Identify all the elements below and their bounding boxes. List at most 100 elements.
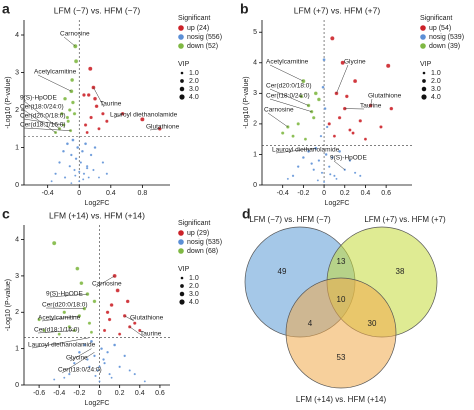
legend-swatch <box>178 230 184 236</box>
point <box>70 153 73 157</box>
annotation-leader <box>23 127 71 131</box>
annotation-leader <box>267 112 289 128</box>
point <box>87 176 90 179</box>
point <box>353 171 357 174</box>
annotation-leader <box>93 87 105 108</box>
legend-label: nosig (535) <box>187 239 222 246</box>
x-tick-label: 0 <box>98 390 102 397</box>
point <box>65 142 69 146</box>
point <box>353 79 358 84</box>
point <box>332 134 336 138</box>
annotation: Acetylcarnitine <box>266 59 309 66</box>
annotation: Lauroyl diethanolamide <box>28 342 96 349</box>
point <box>109 303 114 307</box>
point <box>98 380 101 383</box>
y-axis-label: -Log10 (P-value) <box>243 76 250 128</box>
point <box>74 157 78 161</box>
annotation-leader <box>63 36 76 47</box>
point <box>78 180 81 183</box>
annotation-leader <box>269 98 312 112</box>
y-tick-label: 0 <box>253 182 257 189</box>
point <box>82 178 85 181</box>
point <box>101 161 105 164</box>
point <box>65 115 70 120</box>
point <box>68 164 72 168</box>
point <box>63 96 67 101</box>
point <box>105 172 109 175</box>
point <box>358 119 363 123</box>
point <box>96 369 99 372</box>
x-tick-label: 0.2 <box>115 390 125 397</box>
point <box>92 168 95 172</box>
point <box>83 123 88 127</box>
legend-swatch <box>178 34 184 40</box>
size-legend-label: 4.0 <box>189 299 199 306</box>
y-tick-label: 0 <box>15 382 19 389</box>
x-tick-label: 0 <box>322 190 326 197</box>
point <box>327 165 331 168</box>
annotation: Acetylcarnitine <box>38 315 81 322</box>
point <box>106 350 109 354</box>
point <box>115 288 120 293</box>
x-tick-label: 0.4 <box>135 390 145 397</box>
point <box>63 376 66 379</box>
point <box>60 112 64 116</box>
legend-label: nosig (556) <box>187 34 222 41</box>
point <box>62 149 65 153</box>
annotation: Cer(d18:1/16:0) <box>34 327 80 334</box>
legend-label: nosig (539) <box>429 34 464 41</box>
y-tick-label: 3 <box>253 90 257 97</box>
size-legend-dot <box>422 79 426 83</box>
point <box>67 325 71 329</box>
y-tick-label: 1 <box>253 151 257 158</box>
y-tick-label: 4 <box>15 32 19 39</box>
point <box>91 85 96 90</box>
point <box>324 153 328 156</box>
annotation-leader <box>269 88 309 106</box>
point <box>74 59 79 64</box>
point <box>138 328 142 333</box>
point <box>133 372 136 376</box>
legend-swatch <box>178 43 184 49</box>
point <box>359 174 362 178</box>
x-tick-label: -0.4 <box>42 190 54 197</box>
point <box>80 149 84 153</box>
annotation-leader <box>129 326 145 338</box>
legend-label: down (68) <box>187 248 218 255</box>
point <box>286 177 289 180</box>
legend-title: Significant <box>178 15 210 22</box>
point <box>52 241 57 246</box>
point <box>68 372 71 376</box>
point <box>107 317 112 322</box>
point <box>348 128 352 132</box>
annotation: Glycine <box>66 355 88 362</box>
point <box>323 107 327 111</box>
size-legend-label: 1.0 <box>431 70 441 77</box>
point <box>94 104 99 109</box>
point <box>118 332 122 336</box>
point <box>82 172 86 175</box>
region-count: 49 <box>278 267 287 276</box>
size-legend-dot <box>421 94 427 100</box>
size-legend-label: 4.0 <box>189 94 199 101</box>
annotation: Carnosine <box>60 31 90 38</box>
panel-label: d <box>242 206 251 222</box>
region-count: 4 <box>308 319 313 328</box>
y-axis-label: -Log10 (P-value) <box>5 279 12 331</box>
legend-title: Significant <box>178 220 210 227</box>
point <box>363 137 368 141</box>
point <box>338 149 342 153</box>
point <box>89 153 93 157</box>
point <box>348 159 352 162</box>
annotation-leader <box>269 64 304 82</box>
point <box>98 365 101 369</box>
point <box>50 180 53 183</box>
point <box>74 174 77 177</box>
annotation-leader <box>45 307 85 309</box>
size-legend-title: VIP <box>178 61 190 68</box>
legend-label: up (24) <box>187 25 209 32</box>
point <box>325 125 329 129</box>
panel-label: b <box>240 1 249 17</box>
point <box>140 117 145 122</box>
